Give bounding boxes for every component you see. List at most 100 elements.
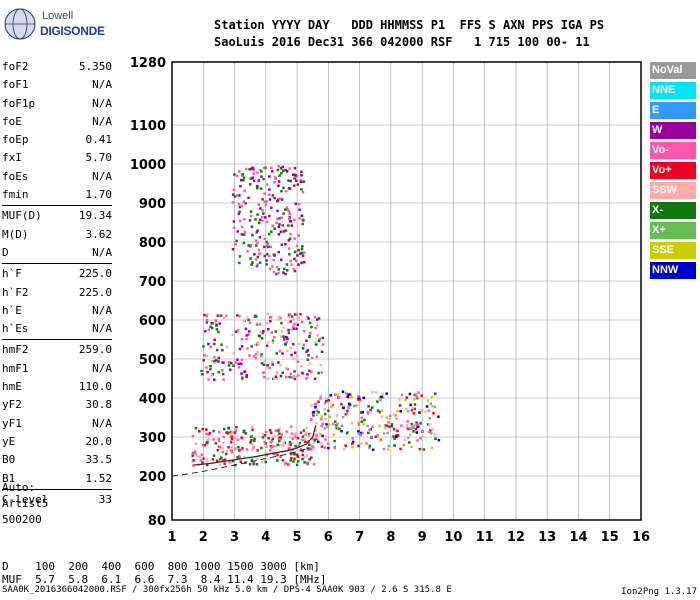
echo-point <box>292 173 295 176</box>
echo-point <box>217 360 220 363</box>
echo-point <box>230 450 234 454</box>
echo-point <box>254 353 258 356</box>
echo-point <box>340 402 343 406</box>
echo-point <box>270 446 273 449</box>
param-name: foF2 <box>2 60 29 73</box>
echo-point <box>227 426 230 430</box>
echo-point <box>340 424 344 427</box>
muf-d-label: D <box>2 560 22 573</box>
param-value: 110.0 <box>78 380 112 394</box>
echo-point <box>296 323 299 327</box>
echo-point <box>296 455 300 458</box>
echo-point <box>296 183 300 186</box>
param-row: B0 33.5 <box>2 451 112 469</box>
param-row: foEp 0.41 <box>2 131 112 149</box>
echo-point <box>295 179 298 182</box>
echo-point <box>231 459 235 463</box>
echo-point <box>277 268 281 271</box>
echo-point <box>301 438 304 442</box>
echo-point <box>412 426 415 429</box>
y-tick-label: 400 <box>139 392 166 407</box>
echo-point <box>376 433 380 437</box>
echo-point <box>236 314 239 317</box>
echo-point <box>357 432 361 436</box>
echo-point <box>407 427 410 431</box>
echo-point <box>314 341 318 344</box>
echo-point <box>256 263 259 266</box>
echo-point <box>360 420 364 424</box>
echo-point <box>261 215 264 219</box>
echo-point <box>315 318 319 321</box>
echo-point <box>289 459 292 462</box>
echo-point <box>306 373 309 376</box>
echo-point <box>368 428 371 432</box>
echo-point <box>243 370 247 373</box>
echo-point <box>263 433 267 437</box>
echo-point <box>271 341 275 344</box>
echo-point <box>426 423 430 426</box>
echo-point <box>215 328 219 331</box>
echo-point <box>252 355 256 358</box>
y-tick-label: 80 <box>148 514 166 529</box>
echo-point <box>415 395 419 399</box>
echo-point <box>413 407 416 411</box>
echo-point <box>248 219 252 222</box>
echo-point <box>262 166 266 170</box>
echo-point <box>293 313 297 316</box>
echo-point <box>267 232 271 236</box>
echo-point <box>303 455 306 459</box>
echo-point <box>268 254 271 258</box>
echo-point <box>266 321 269 325</box>
echo-point <box>292 374 296 378</box>
echo-point <box>238 219 242 223</box>
echo-point <box>295 244 299 248</box>
echo-point <box>242 176 246 179</box>
echo-point <box>415 431 419 434</box>
echo-point <box>418 447 422 451</box>
echo-point <box>207 328 211 332</box>
echo-point <box>307 434 311 437</box>
echo-point <box>277 233 281 236</box>
echo-point <box>396 429 399 433</box>
param-row: D N/A <box>2 244 112 262</box>
echo-point <box>363 418 366 422</box>
echo-point <box>192 459 195 462</box>
echo-point <box>205 428 208 431</box>
echo-point <box>374 391 378 394</box>
echo-point <box>284 229 288 232</box>
echo-point <box>288 446 291 450</box>
echo-point <box>293 322 296 326</box>
echo-point <box>385 424 388 427</box>
echo-point <box>288 440 292 444</box>
echo-point <box>260 362 264 365</box>
param-value: 3.62 <box>85 227 113 241</box>
echo-point <box>289 320 292 323</box>
echo-point <box>251 176 255 180</box>
echo-point <box>246 347 249 350</box>
echo-point <box>323 412 327 416</box>
echo-point <box>300 173 303 177</box>
echo-point <box>225 345 229 349</box>
echo-point <box>225 449 229 453</box>
param-name: D <box>2 245 9 259</box>
echo-point <box>277 429 280 432</box>
echo-point <box>199 458 203 462</box>
echo-point <box>378 397 382 400</box>
echo-point <box>357 444 360 448</box>
echo-point <box>293 177 296 180</box>
echo-point <box>324 399 328 403</box>
echo-point <box>413 397 416 401</box>
echo-point <box>245 334 249 337</box>
param-row: hmF2 259.0 <box>2 341 112 359</box>
echo-point <box>231 430 234 434</box>
echo-point <box>398 404 402 407</box>
echo-point <box>317 440 320 444</box>
param-row: h`E N/A <box>2 302 112 320</box>
echo-point <box>244 327 248 331</box>
echo-point <box>251 438 255 442</box>
echo-point <box>369 408 372 412</box>
echo-point <box>259 354 263 358</box>
echo-point <box>293 218 296 222</box>
echo-point <box>244 167 248 171</box>
echo-point <box>264 442 268 445</box>
